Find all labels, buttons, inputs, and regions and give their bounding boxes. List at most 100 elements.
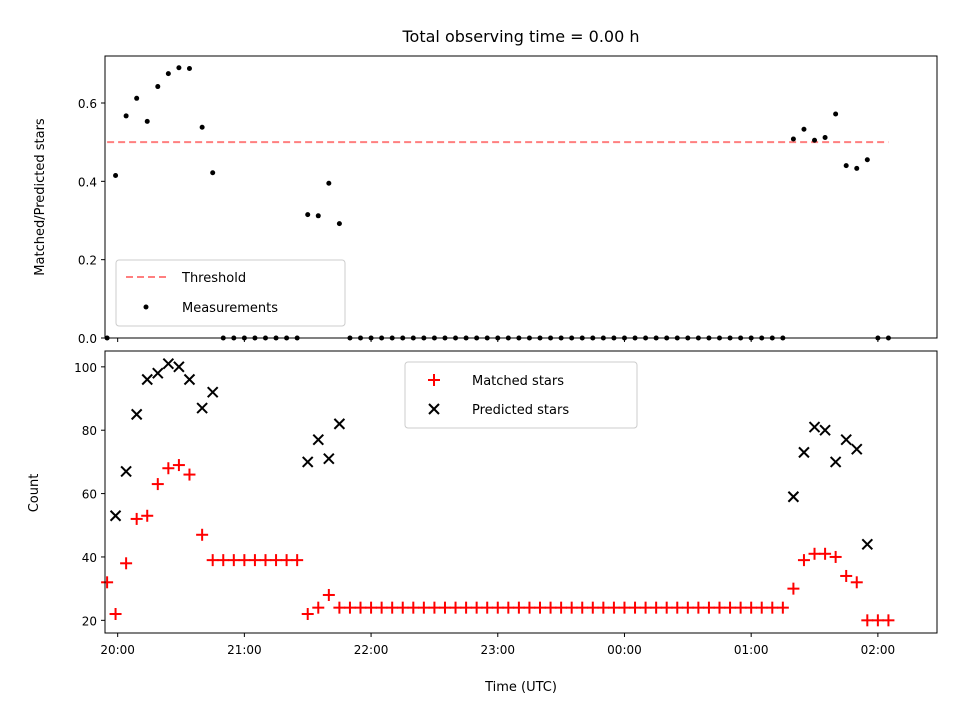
- predicted-stars-point: [109, 510, 122, 522]
- matched-stars-point: [650, 601, 663, 614]
- matched-stars-point: [861, 614, 874, 627]
- matched-stars-point: [386, 601, 399, 614]
- measurement-point: [315, 213, 321, 219]
- matched-stars-point: [671, 601, 684, 614]
- x-tick-label: 00:00: [607, 643, 642, 657]
- ratio-axes-frame: [104, 55, 938, 339]
- matched-stars-point: [270, 554, 283, 567]
- predicted-stars-point: [323, 453, 335, 465]
- predicted-stars-point: [120, 465, 132, 478]
- matched-stars-point: [438, 601, 451, 614]
- matched-stars-point: [681, 601, 694, 614]
- predicted-stars-point: [861, 538, 874, 550]
- count-legend-box: [404, 361, 638, 429]
- matched-stars-point: [776, 601, 789, 614]
- matched-stars-point: [428, 601, 441, 614]
- matched-stars-point: [597, 601, 610, 614]
- matched-stars-point: [544, 601, 557, 614]
- measurement-point: [326, 180, 332, 186]
- matched-stars-point: [502, 601, 515, 614]
- y-tick-label: 100: [74, 361, 97, 375]
- matched-stars-point: [130, 512, 143, 525]
- matched-stars-point: [660, 601, 673, 614]
- count-chart: 20 40 60 80 100 20:00 21:00 22:00 23:00 00:00 01:…: [27, 350, 938, 695]
- measurement-point: [165, 71, 171, 77]
- matched-legend-swatch: [428, 374, 440, 386]
- time-x-axis-label: Time (UTC): [484, 680, 557, 695]
- matched-stars-point: [607, 601, 620, 614]
- matched-stars-point: [491, 601, 504, 614]
- y-tick-label: 0.0: [78, 332, 97, 346]
- matched-stars-point: [882, 614, 895, 627]
- ratio-legend: Threshold Measurements: [115, 259, 346, 327]
- x-tick-label: 23:00: [480, 643, 515, 657]
- matched-stars-point: [151, 478, 164, 491]
- measurement-point: [186, 66, 192, 72]
- predicted-stars-point: [183, 373, 196, 386]
- predicted-stars-point: [819, 424, 831, 436]
- measurement-point: [812, 137, 818, 143]
- measurement-point: [336, 221, 342, 227]
- matched-stars-point: [354, 601, 367, 614]
- predicted-stars-point: [840, 434, 852, 446]
- measurement-point: [176, 65, 182, 71]
- matched-stars-point: [196, 528, 209, 541]
- matched-stars-point: [217, 554, 230, 567]
- matched-stars-point: [333, 601, 346, 614]
- matched-stars-point: [629, 601, 642, 614]
- predicted-legend-swatch: [428, 403, 440, 415]
- measurements-legend-label: Measurements: [182, 301, 278, 316]
- matched-stars-point: [449, 601, 462, 614]
- y-tick-label: 20: [82, 614, 97, 628]
- matched-stars-point: [512, 601, 525, 614]
- x-tick-label: 22:00: [354, 643, 389, 657]
- matched-stars-point: [819, 547, 832, 560]
- matched-stars-point: [850, 576, 863, 589]
- y-tick-label: 0.6: [78, 97, 97, 111]
- y-tick-label: 60: [82, 488, 97, 502]
- matched-stars-point: [734, 601, 747, 614]
- matched-stars-point: [745, 601, 758, 614]
- matched-stars-point: [871, 614, 884, 627]
- matched-stars-point: [407, 601, 420, 614]
- matched-stars-point: [618, 601, 631, 614]
- matched-stars-point: [808, 547, 821, 560]
- matched-stars-point: [109, 607, 122, 620]
- matched-stars-point: [639, 601, 652, 614]
- y-tick-label: 0.4: [78, 175, 97, 189]
- matched-stars-point: [172, 459, 185, 472]
- x-tick-label: 02:00: [861, 643, 896, 657]
- matched-stars-point: [470, 601, 483, 614]
- matched-stars-point: [755, 601, 768, 614]
- measurement-point: [134, 95, 140, 101]
- measurement-point: [113, 172, 119, 178]
- predicted-stars-point: [162, 357, 175, 370]
- matched-stars-point: [101, 576, 114, 589]
- ratio-legend-box: [115, 259, 346, 327]
- predicted-stars-point: [302, 456, 314, 468]
- x-tick-label: 20:00: [100, 643, 135, 657]
- matched-stars-point: [291, 554, 304, 567]
- count-plot-area: [101, 357, 895, 627]
- matched-stars-point: [227, 554, 240, 567]
- matched-stars-point: [365, 601, 378, 614]
- predicted-stars-point: [312, 434, 324, 446]
- x-tick-label: 21:00: [227, 643, 262, 657]
- measurement-point: [843, 163, 849, 169]
- matched-stars-point: [417, 601, 430, 614]
- matched-stars-point: [312, 601, 325, 614]
- matched-stars-point: [555, 601, 568, 614]
- time-x-axis: 20:00 21:00 22:00 23:00 00:00 01:00 02:00: [100, 633, 895, 657]
- matched-stars-point: [829, 550, 842, 563]
- matched-stars-point: [523, 601, 536, 614]
- matched-stars-point: [280, 554, 293, 567]
- predicted-stars-point: [851, 443, 863, 455]
- matched-legend-label: Matched stars: [472, 374, 564, 389]
- predicted-stars-point: [196, 402, 208, 414]
- predicted-stars-point: [787, 491, 800, 503]
- measurement-point: [790, 136, 796, 142]
- matched-stars-point: [787, 582, 800, 595]
- y-tick-label: 40: [82, 551, 97, 565]
